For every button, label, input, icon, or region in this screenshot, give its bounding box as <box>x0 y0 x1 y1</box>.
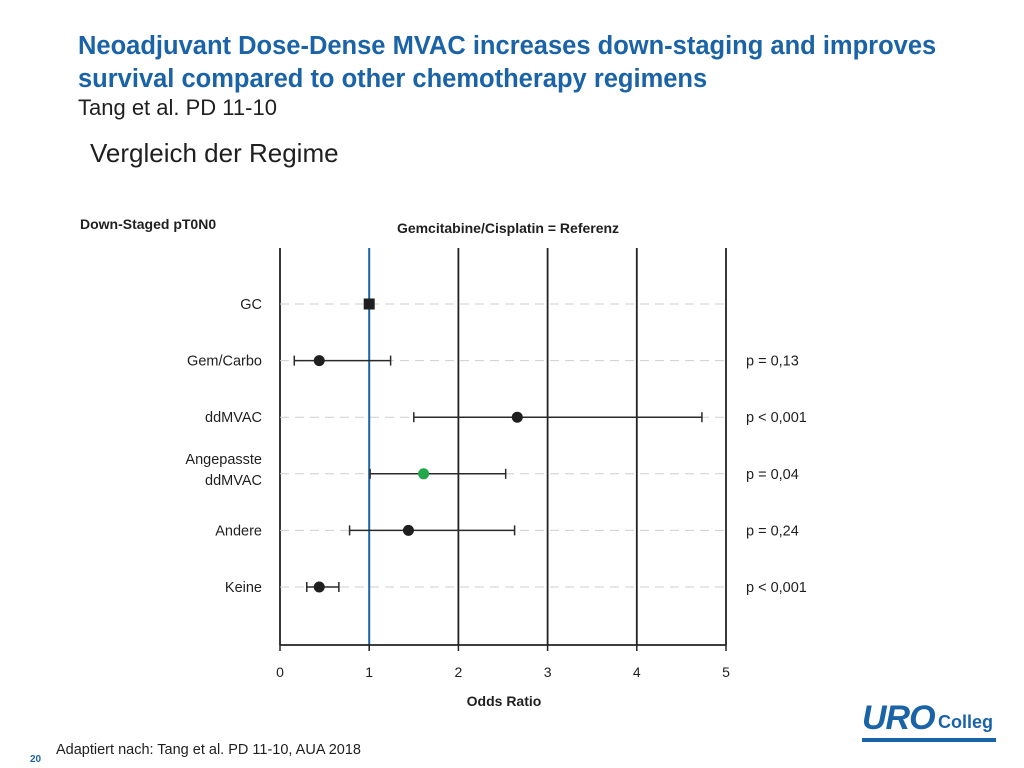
x-tick-label-2: 2 <box>455 664 463 680</box>
p-value: p < 0,001 <box>746 580 807 596</box>
logo-uro-text: URO <box>862 699 936 737</box>
point-estimate <box>313 355 325 367</box>
slide-title: Neoadjuvant Dose-Dense MVAC increases do… <box>78 32 937 93</box>
row-label: Andere <box>215 523 262 539</box>
p-value: p = 0,24 <box>746 523 799 539</box>
row-guides <box>280 303 726 588</box>
x-axis: 0 1 2 3 4 5 <box>276 644 730 680</box>
p-value: p < 0,001 <box>746 410 807 426</box>
logo-underline <box>862 738 996 742</box>
logo-colleg-text: Colleg <box>938 712 994 732</box>
x-axis-label: Odds Ratio <box>467 693 542 709</box>
urocolleg-logo: URO Colleg <box>862 700 998 744</box>
x-tick-label-1: 1 <box>365 664 373 680</box>
point-estimate <box>402 524 414 536</box>
row-label: Angepasste <box>185 452 262 468</box>
row-label: Gem/Carbo <box>187 354 262 370</box>
point-estimate-square <box>363 298 375 310</box>
x-tick-label-3: 3 <box>544 664 552 680</box>
row-label: GC <box>240 297 262 313</box>
row-label: Keine <box>225 580 262 596</box>
footer-source: Adaptiert nach: Tang et al. PD 11-10, AU… <box>56 742 361 758</box>
p-value: p = 0,04 <box>746 467 799 483</box>
point-estimate <box>511 411 523 423</box>
row-label: ddMVAC <box>205 473 262 489</box>
p-value: p = 0,13 <box>746 354 799 370</box>
row-label: ddMVAC <box>205 410 262 426</box>
page-number: 20 <box>30 754 42 765</box>
section-title: Vergleich der Regime <box>90 138 339 168</box>
x-tick-label-4: 4 <box>633 664 641 680</box>
data-rows: GC Gem/Carbo p = 0,13 ddMVAC p < 0,001 Angepa… <box>185 297 806 596</box>
point-estimate <box>418 468 430 480</box>
slide-subtitle: Tang et al. PD 11-10 <box>78 95 277 120</box>
x-tick-label-0: 0 <box>276 664 284 680</box>
chart-title: Gemcitabine/Cisplatin = Referenz <box>397 220 619 236</box>
grid-lines <box>279 248 727 645</box>
point-estimate <box>313 581 325 593</box>
x-tick-label-5: 5 <box>722 664 730 680</box>
panel-label: Down-Staged pT0N0 <box>80 216 216 232</box>
